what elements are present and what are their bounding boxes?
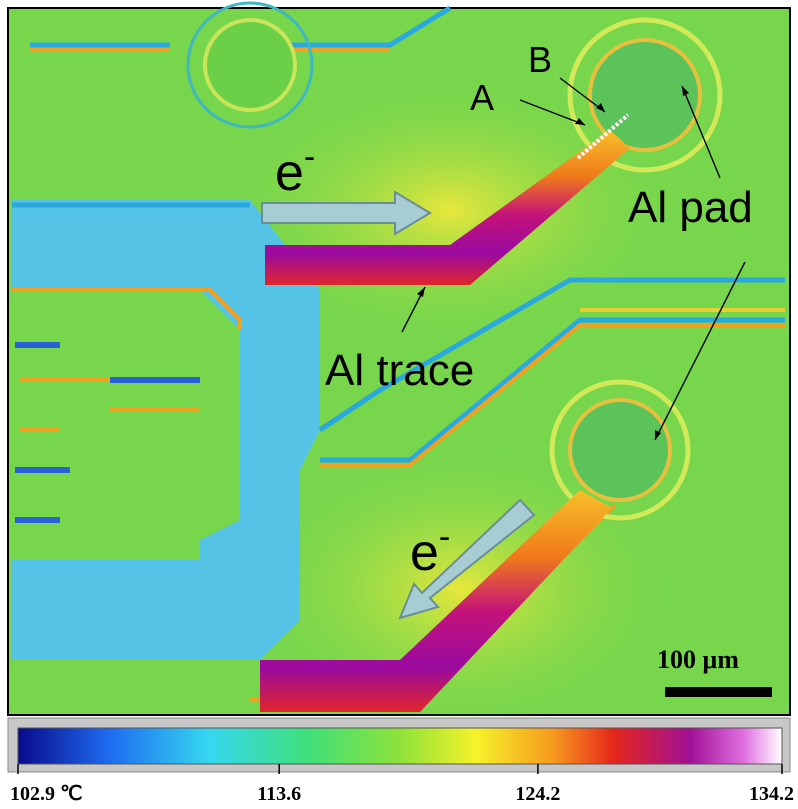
electron-e: e xyxy=(410,524,439,582)
electron-e: e xyxy=(275,144,304,202)
colorbar-tick-label: 134.2 xyxy=(749,783,794,805)
label-b: B xyxy=(528,39,552,80)
colorbar-tick-label: 102.9 ℃ xyxy=(10,783,82,805)
scale-bar-label: 100 μm xyxy=(657,645,739,674)
label-al-trace: Al trace xyxy=(325,346,474,395)
colorbar xyxy=(8,718,790,772)
page: A B Al pad Al trace e- e- 100 μm 102.9 ℃… xyxy=(0,0,798,809)
label-a: A xyxy=(470,77,494,118)
electron-sup: - xyxy=(304,138,315,176)
colorbar-tick-label: 124.2 xyxy=(515,783,560,805)
label-al-pad: Al pad xyxy=(628,183,753,232)
colorbar-tick-label: 113.6 xyxy=(257,783,301,805)
electron-sup: - xyxy=(439,518,450,556)
